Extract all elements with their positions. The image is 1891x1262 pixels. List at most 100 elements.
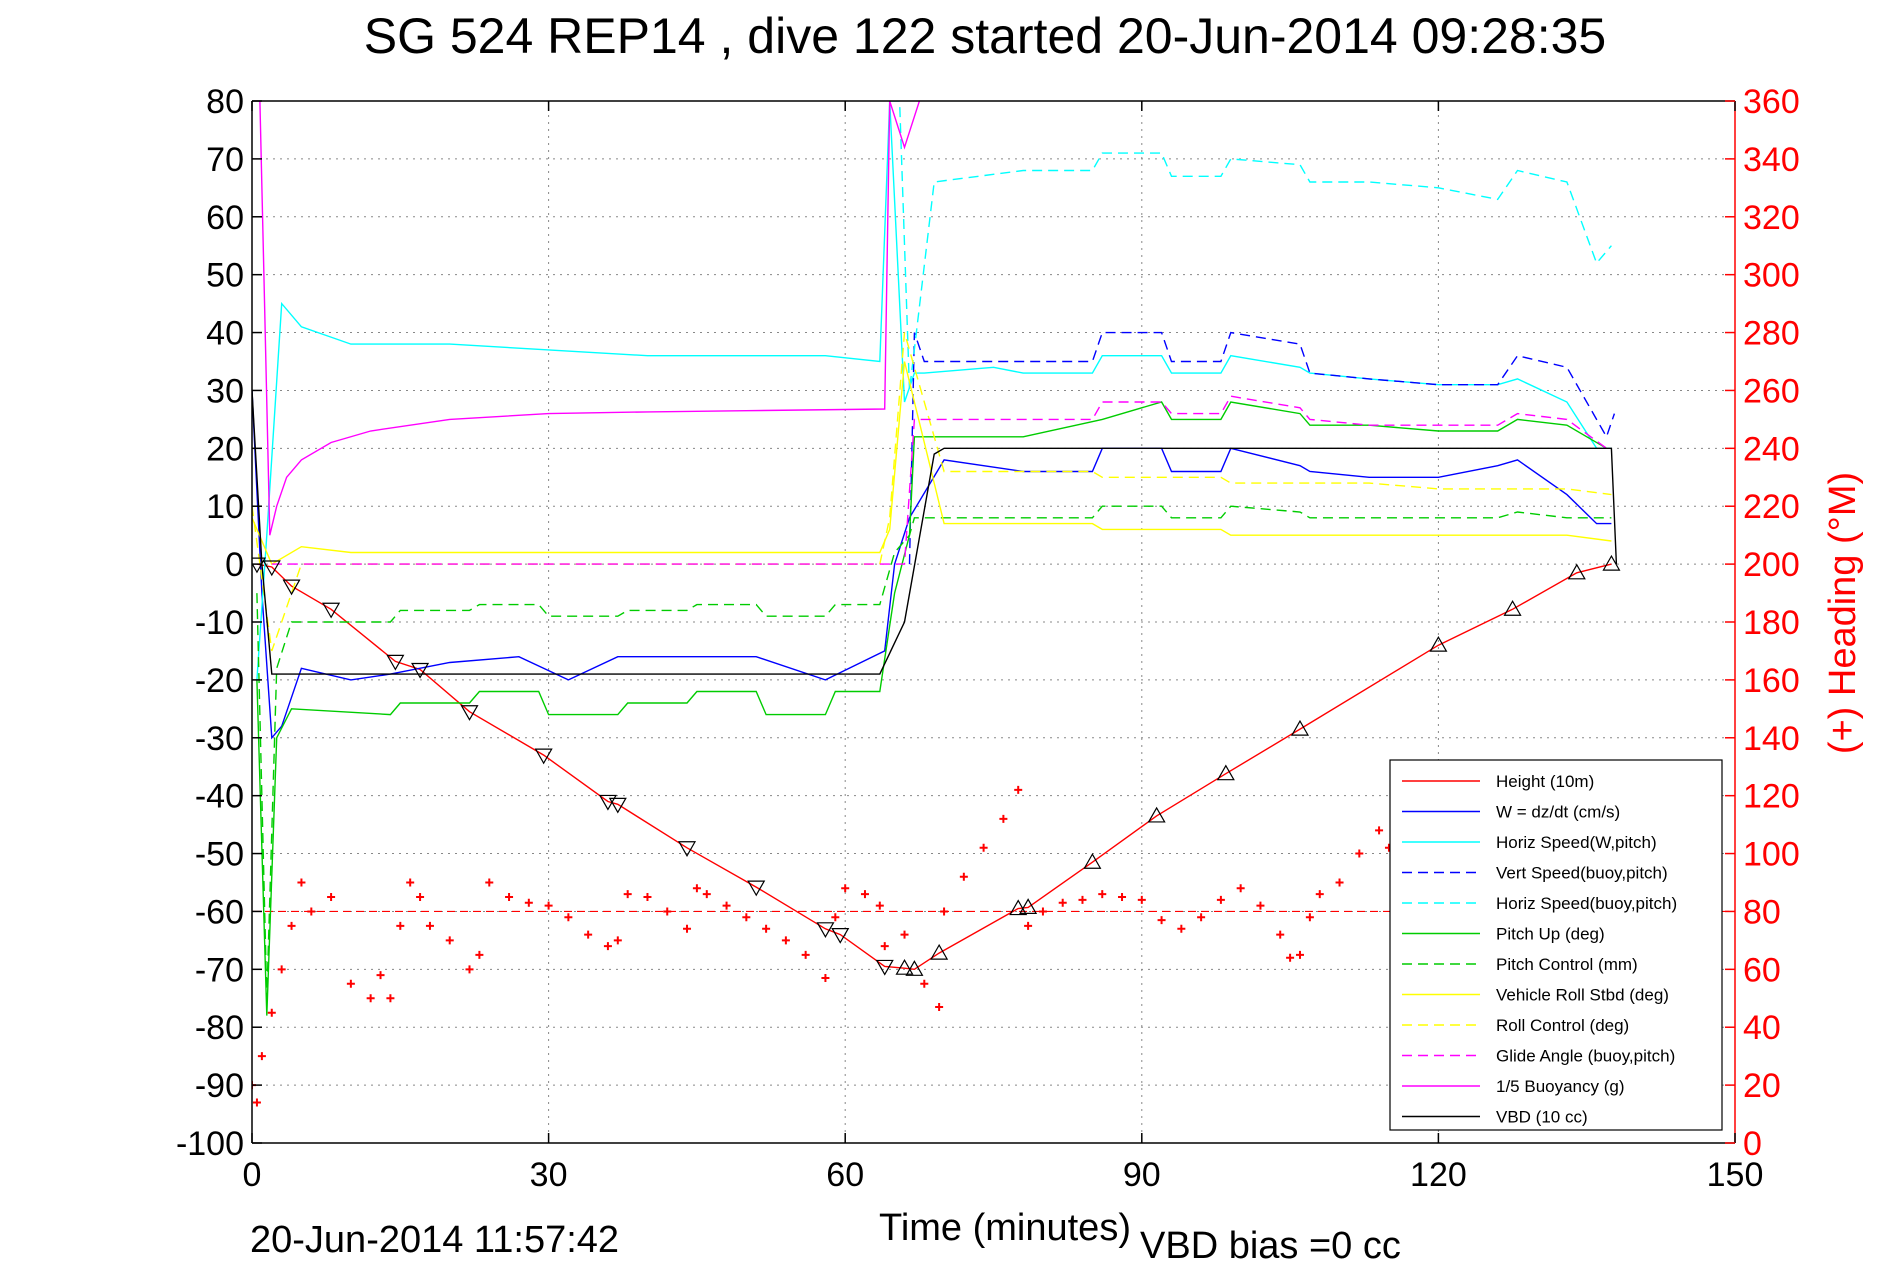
heading-point xyxy=(267,1008,276,1017)
heading-point xyxy=(1157,916,1166,925)
heading-point xyxy=(307,907,316,916)
y-tick-label: -70 xyxy=(195,951,244,989)
tick-labels: 0 30 60 90 120 15080706050403020100-10-20-30-… xyxy=(176,83,1800,1194)
right-tick-label: 360 xyxy=(1743,83,1800,121)
heading-point xyxy=(396,921,405,930)
heading-point xyxy=(1236,884,1245,893)
chart-title: SG 524 REP14 , dive 122 started 20-Jun-2… xyxy=(364,8,1607,64)
heading-point xyxy=(257,1052,266,1061)
right-tick-label: 320 xyxy=(1743,199,1800,237)
heading-point xyxy=(524,898,533,907)
heading-point xyxy=(327,892,336,901)
heading-point xyxy=(762,924,771,933)
heading-point xyxy=(505,892,514,901)
series-line-9 xyxy=(271,395,1607,565)
height-marker xyxy=(534,748,553,765)
right-tick-label: 0 xyxy=(1743,1125,1762,1163)
heading-point xyxy=(1286,953,1295,962)
y-tick-label: -90 xyxy=(195,1067,244,1105)
heading-point xyxy=(1118,892,1127,901)
heading-point xyxy=(1335,878,1344,887)
heading-point xyxy=(663,907,672,916)
heading-point xyxy=(1038,907,1047,916)
heading-point xyxy=(1024,921,1033,930)
height-marker xyxy=(875,959,894,976)
right-tick-label: 300 xyxy=(1743,257,1800,295)
series-line-7 xyxy=(252,361,1612,566)
height-marker xyxy=(411,662,430,679)
height-marker xyxy=(1429,635,1448,652)
right-tick-label: 160 xyxy=(1743,662,1800,700)
right-axis-label: (+) Heading (°M) xyxy=(1822,472,1864,754)
heading-point xyxy=(465,965,474,974)
legend-entry-2: Horiz Speed(W,pitch) xyxy=(1496,833,1657,852)
heading-point xyxy=(831,913,840,922)
vbd-bias-label: VBD bias =0 cc xyxy=(1140,1225,1401,1262)
height-marker xyxy=(460,705,479,721)
legend-entry-0: Height (10m) xyxy=(1496,772,1594,791)
heading-point xyxy=(999,814,1008,823)
series-line-3 xyxy=(908,331,1616,565)
height-marker xyxy=(747,880,766,897)
height-marker xyxy=(831,927,850,944)
y-tick-label: -10 xyxy=(195,604,244,642)
y-tick-label: -100 xyxy=(176,1125,244,1163)
legend-box xyxy=(1389,759,1723,1131)
right-tick-label: 80 xyxy=(1743,893,1781,931)
right-tick-label: 180 xyxy=(1743,604,1800,642)
heading-point xyxy=(366,994,375,1003)
heading-point xyxy=(1276,930,1285,939)
axes-group xyxy=(251,100,1736,1144)
legend-entry-7: Vehicle Roll Stbd (deg) xyxy=(1496,986,1669,1005)
height-marker xyxy=(816,922,835,939)
x-tick-label: 30 xyxy=(530,1156,568,1194)
heading-point xyxy=(277,965,286,974)
y-tick-label: 60 xyxy=(206,199,244,237)
height-marker xyxy=(282,579,301,596)
right-tick-label: 260 xyxy=(1743,372,1800,410)
height-marker xyxy=(322,602,341,619)
heading-point xyxy=(1305,913,1314,922)
heading-point xyxy=(1177,924,1186,933)
series-line-6 xyxy=(256,505,1612,999)
y-tick-label: 80 xyxy=(206,83,244,121)
right-tick-label: 140 xyxy=(1743,720,1800,758)
heading-point xyxy=(252,1098,261,1107)
height-marker xyxy=(1567,563,1586,580)
heading-point xyxy=(1375,826,1384,835)
heading-point xyxy=(979,843,988,852)
right-tick-label: 100 xyxy=(1743,836,1800,874)
x-tick-label: 150 xyxy=(1707,1156,1764,1194)
heading-point xyxy=(940,907,949,916)
legend-entry-3: Vert Speed(buoy,pitch) xyxy=(1496,864,1668,883)
legend-entry-11: VBD (10 cc) xyxy=(1496,1108,1588,1127)
heading-point xyxy=(416,892,425,901)
heading-point xyxy=(346,979,355,988)
height-marker xyxy=(1216,764,1235,781)
y-tick-label: 30 xyxy=(206,372,244,410)
x-tick-label: 60 xyxy=(826,1156,864,1194)
legend-entry-9: Glide Angle (buoy,pitch) xyxy=(1496,1047,1675,1066)
y-tick-label: -60 xyxy=(195,893,244,931)
height-marker xyxy=(1503,600,1522,616)
y-tick-label: 70 xyxy=(206,141,244,179)
height-marker xyxy=(1083,853,1102,869)
series-line-5 xyxy=(256,401,1607,1016)
legend-entry-1: W = dz/dt (cm/s) xyxy=(1496,803,1620,822)
heading-point xyxy=(781,936,790,945)
heading-point xyxy=(742,913,751,922)
heading-point xyxy=(959,872,968,881)
height-marker xyxy=(677,841,697,857)
heading-point xyxy=(692,884,701,893)
height-marker xyxy=(1019,898,1038,914)
legend-entry-8: Roll Control (deg) xyxy=(1496,1016,1629,1035)
heading-point xyxy=(920,979,929,988)
height-marker xyxy=(1290,719,1310,736)
height-marker xyxy=(386,654,405,671)
legend-entry-4: Horiz Speed(buoy,pitch) xyxy=(1496,894,1677,913)
heading-point xyxy=(821,974,830,983)
heading-point xyxy=(485,878,494,887)
right-tick-label: 340 xyxy=(1743,141,1800,179)
heading-point xyxy=(900,930,909,939)
